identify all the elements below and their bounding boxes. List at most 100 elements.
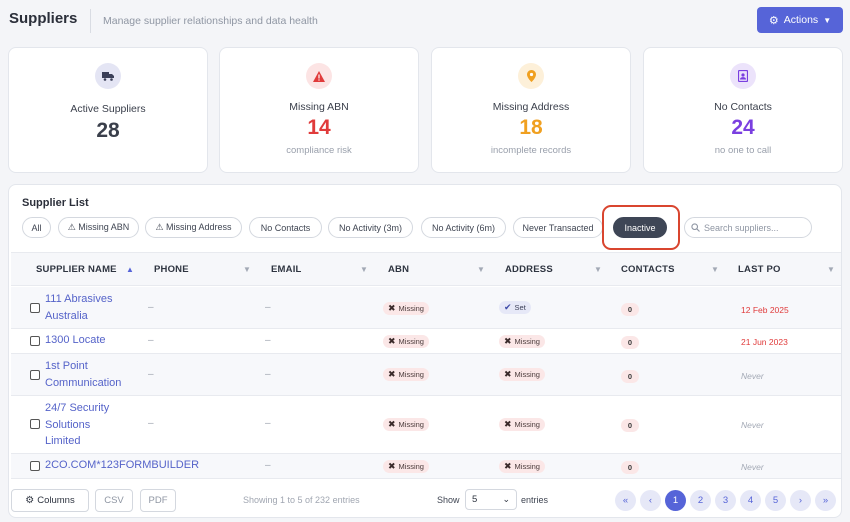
page-button-2[interactable]: 2: [690, 490, 711, 511]
stat-label: Active Suppliers: [70, 103, 146, 115]
prev-page-button[interactable]: ‹: [640, 490, 661, 511]
sort-asc-icon[interactable]: ▲: [126, 265, 134, 274]
supplier-name-link[interactable]: 24/7 Security Solutions Limited: [45, 402, 110, 447]
stat-value: 18: [519, 116, 543, 139]
email-value: –: [265, 302, 271, 313]
next-page-button[interactable]: ›: [790, 490, 811, 511]
sort-icon[interactable]: ▼: [711, 265, 719, 274]
gear-icon: ⚙: [768, 14, 779, 27]
page-button-3[interactable]: 3: [715, 490, 736, 511]
filter-chip-no-activity-3m[interactable]: No Activity (3m): [328, 217, 413, 238]
page-subtitle: Manage supplier relationships and data h…: [103, 15, 318, 27]
phone-value: –: [148, 335, 154, 346]
truck-icon: [95, 63, 121, 89]
page-size-select[interactable]: 5 ⌄: [465, 489, 517, 510]
stat-value: 24: [731, 116, 755, 139]
email-value: –: [265, 335, 271, 346]
supplier-name-link[interactable]: 1st Point Communication: [45, 360, 122, 389]
last-po-value: 21 Jun 2023: [741, 337, 788, 347]
contact-card-icon: [730, 63, 756, 89]
pdf-button[interactable]: PDF: [140, 489, 176, 512]
contacts-count: 0: [621, 461, 639, 474]
abn-badge: ✖ Missing: [383, 368, 429, 381]
table-row: 2CO.COM*123FORMBUILDER – ✖ Missing ✖ Missi…: [11, 454, 841, 479]
supplier-list-title: Supplier List: [22, 197, 89, 209]
filter-chip-never-transacted[interactable]: Never Transacted: [513, 217, 603, 238]
email-value: –: [265, 460, 271, 471]
x-icon: ✖: [504, 369, 512, 379]
last-po-value: Never: [741, 420, 764, 430]
filter-chip-no-activity-6m[interactable]: No Activity (6m): [421, 217, 506, 238]
last-po-value: Never: [741, 462, 764, 472]
x-icon: ✖: [504, 419, 512, 429]
sort-icon[interactable]: ▼: [594, 265, 602, 274]
supplier-name-link[interactable]: 111 Abrasives Australia: [45, 293, 113, 322]
sort-icon[interactable]: ▼: [360, 265, 368, 274]
x-icon: ✖: [504, 336, 512, 346]
table-row: 1st Point Communication – – ✖ Missing ✖ Mi…: [11, 354, 841, 396]
filter-chip-inactive[interactable]: Inactive: [613, 217, 667, 238]
col-contacts[interactable]: CONTACTS: [621, 264, 675, 275]
map-pin-icon: [518, 63, 544, 89]
gear-icon: ⚙: [25, 495, 35, 506]
col-address[interactable]: ADDRESS: [505, 264, 553, 275]
stat-label: Missing Address: [492, 101, 570, 113]
phone-value: –: [148, 302, 154, 313]
sort-icon[interactable]: ▼: [477, 265, 485, 274]
stat-card-missing-abn: Missing ABN 14 compliance risk: [219, 47, 419, 173]
first-page-button[interactable]: «: [615, 490, 636, 511]
page-button-4[interactable]: 4: [740, 490, 761, 511]
row-checkbox[interactable]: [30, 303, 40, 313]
x-icon: ✖: [388, 461, 396, 471]
col-last-po[interactable]: LAST PO: [738, 264, 781, 275]
page-button-5[interactable]: 5: [765, 490, 786, 511]
sort-icon[interactable]: ▼: [243, 265, 251, 274]
abn-badge: ✖ Missing: [383, 460, 429, 473]
row-checkbox[interactable]: [30, 419, 40, 429]
last-po-value: Never: [741, 371, 764, 381]
supplier-name-link[interactable]: 1300 Locate: [45, 334, 106, 346]
last-page-button[interactable]: »: [815, 490, 836, 511]
contacts-count: 0: [621, 303, 639, 316]
x-icon: ✖: [388, 369, 396, 379]
filter-chip-no-contacts[interactable]: No Contacts: [249, 217, 322, 238]
col-email[interactable]: EMAIL: [271, 264, 302, 275]
row-checkbox[interactable]: [30, 336, 40, 346]
phone-value: –: [148, 418, 154, 429]
entries-label: entries: [521, 495, 549, 505]
x-icon: ✖: [504, 461, 512, 471]
show-label: Show: [437, 495, 460, 505]
supplier-name-link[interactable]: 2CO.COM*123FORMBUILDER: [45, 459, 200, 471]
abn-badge: ✖ Missing: [383, 418, 429, 431]
stat-label: Missing ABN: [289, 101, 349, 113]
actions-button[interactable]: ⚙ Actions ▼: [757, 7, 843, 33]
col-phone[interactable]: PHONE: [154, 264, 189, 275]
csv-button[interactable]: CSV: [95, 489, 133, 512]
stat-label: No Contacts: [714, 101, 772, 113]
abn-badge: ✖ Missing: [383, 335, 429, 348]
filter-chip-missing-abn[interactable]: ⚠ Missing ABN: [58, 217, 139, 238]
search-icon: [691, 223, 700, 232]
contacts-count: 0: [621, 370, 639, 383]
warning-icon: [306, 63, 332, 89]
filter-chip-all[interactable]: All: [22, 217, 51, 238]
search-input[interactable]: [704, 222, 804, 233]
chevron-down-icon: ⌄: [502, 494, 510, 504]
col-supplier-name[interactable]: SUPPLIER NAME: [36, 264, 117, 275]
col-abn[interactable]: ABN: [388, 264, 410, 275]
row-checkbox[interactable]: [30, 461, 40, 471]
stat-card-missing-address: Missing Address 18 incomplete records: [431, 47, 631, 173]
stat-sublabel: no one to call: [714, 145, 772, 156]
x-icon: ✖: [388, 336, 396, 346]
sort-icon[interactable]: ▼: [827, 265, 835, 274]
page-button-1[interactable]: 1: [665, 490, 686, 511]
row-checkbox[interactable]: [30, 370, 40, 380]
address-badge: ✖ Missing: [499, 368, 545, 381]
columns-button[interactable]: ⚙ Columns: [11, 489, 89, 512]
chevron-down-icon: ▼: [823, 15, 832, 25]
search-box[interactable]: [684, 217, 812, 238]
filter-chip-missing-address[interactable]: ⚠ Missing Address: [145, 217, 242, 238]
actions-label: Actions: [783, 14, 819, 26]
contacts-count: 0: [621, 419, 639, 432]
stat-card-active-suppliers: Active Suppliers 28: [8, 47, 208, 173]
